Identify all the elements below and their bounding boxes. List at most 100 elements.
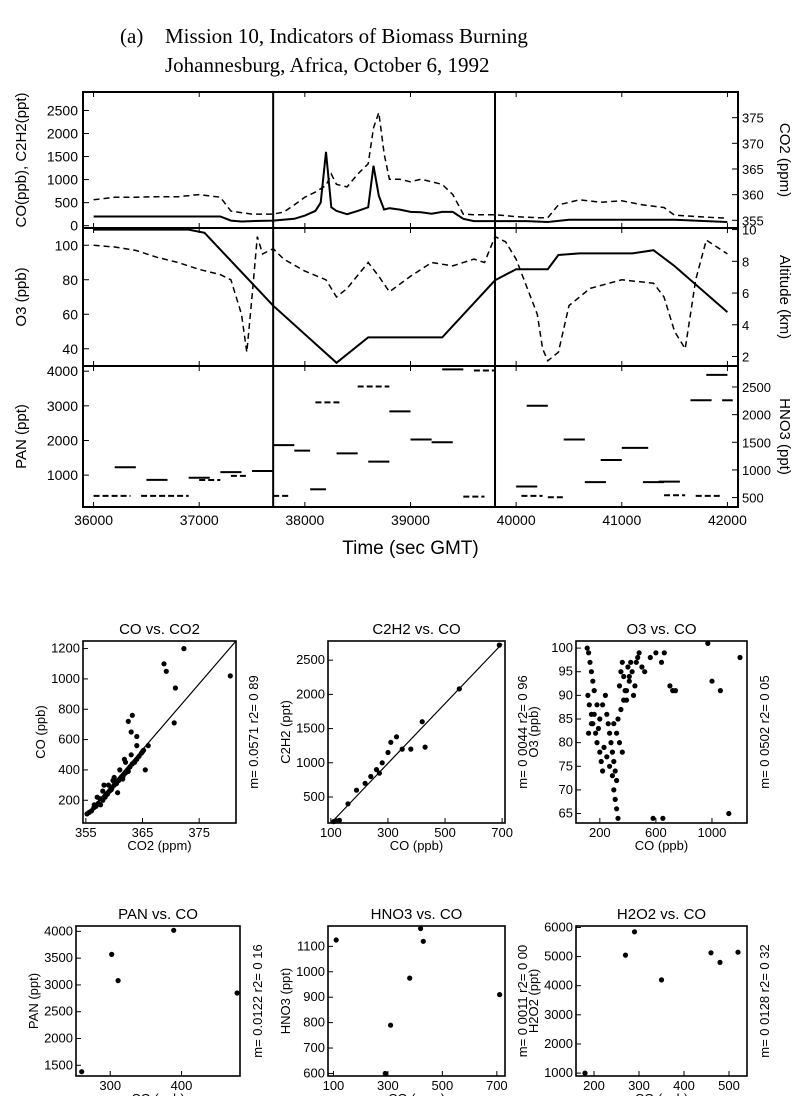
y-axis-label: HNO3 (ppt) — [278, 968, 293, 1034]
y2-tick-label: 2500 — [742, 380, 771, 395]
data-point — [333, 937, 339, 943]
x-tick-label: 38000 — [285, 512, 324, 528]
y2-tick-label: 355 — [742, 213, 764, 228]
x-tick-label: 37000 — [180, 512, 219, 528]
data-point — [109, 951, 115, 958]
x-tick-label: 600 — [645, 825, 667, 840]
y-tick-label: 600 — [303, 1065, 325, 1080]
x-tick-label: 700 — [486, 1078, 508, 1093]
data-point — [362, 780, 368, 786]
y-tick-label: 2000 — [544, 1036, 573, 1051]
data-point — [647, 654, 653, 661]
x-tick-label: 200 — [589, 825, 611, 840]
data-point — [604, 754, 610, 760]
y-tick-label: 1500 — [296, 721, 325, 736]
x-tick-label: 300 — [628, 1078, 650, 1093]
x-tick-label: 375 — [188, 825, 210, 840]
y-tick-label: 1000 — [51, 671, 80, 686]
data-point — [600, 768, 606, 774]
data-point — [650, 815, 656, 821]
data-point — [586, 730, 592, 736]
x-tick-label: 300 — [377, 825, 399, 840]
y2-axis-label: Altitude (km) — [776, 255, 793, 339]
data-point — [621, 697, 627, 703]
x-tick-label: 100 — [323, 1078, 345, 1093]
data-point — [658, 977, 665, 983]
y2-tick-label: 1500 — [742, 435, 771, 450]
y-tick-label: 4000 — [44, 923, 73, 938]
y2-tick-label: 8 — [742, 254, 749, 269]
data-point — [117, 767, 123, 773]
data-point — [134, 733, 140, 740]
data-point — [614, 806, 620, 812]
data-point — [618, 669, 624, 675]
data-point — [388, 739, 394, 745]
y-axis-label: PAN (ppt) — [13, 404, 30, 469]
y-tick-label: 80 — [62, 272, 78, 288]
data-point — [658, 659, 665, 665]
y-tick-label: 1200 — [51, 641, 80, 656]
data-point — [128, 729, 134, 735]
data-point — [639, 664, 645, 670]
y-tick-label: 400 — [58, 762, 80, 777]
x-tick-label: 42000 — [708, 512, 747, 528]
scatter-pan-vs-co: PAN vs. CO 300 400 1500 2000 2500 3000 3500 4000… — [26, 906, 265, 1096]
data-point — [128, 752, 134, 758]
y2-axis-label: HNO3 (ppt) — [776, 398, 793, 475]
data-point — [115, 790, 121, 796]
data-point — [626, 673, 632, 680]
data-point — [103, 793, 109, 799]
x-tick-label: 365 — [132, 825, 154, 840]
data-point — [368, 773, 374, 780]
data-point — [631, 929, 638, 935]
y2-tick-label: 2 — [742, 349, 749, 364]
y-tick-label: 70 — [559, 782, 573, 797]
data-point — [582, 1070, 588, 1076]
data-point — [100, 788, 106, 794]
data-point — [708, 950, 714, 956]
panel-frame — [575, 925, 748, 1077]
data-point — [597, 716, 603, 722]
x-tick-label: 40000 — [497, 512, 536, 528]
data-point — [121, 756, 127, 762]
x-tick-label: 300 — [99, 1078, 121, 1093]
y-axis-label: H2O2 (ppt) — [526, 969, 541, 1033]
x-tick-label: 100 — [320, 825, 342, 840]
fit-label: m= 0.0122 r2= 0 16 — [250, 944, 265, 1057]
data-point — [587, 659, 593, 665]
data-point — [594, 740, 600, 746]
data-point — [234, 990, 240, 996]
data-point — [590, 678, 596, 684]
y-tick-label: 800 — [303, 1015, 325, 1030]
data-point — [612, 768, 618, 774]
data-point — [588, 669, 595, 675]
data-point — [607, 763, 613, 769]
data-point — [142, 767, 148, 773]
x-tick-label: 500 — [434, 825, 456, 840]
y2-tick-label: 1000 — [742, 463, 771, 478]
data-point — [456, 686, 462, 692]
time-panel-middle: 40 60 80 100 2 4 6 8 10 O3 (ppb) Altitude (km) — [13, 223, 793, 367]
data-point — [618, 706, 624, 713]
y-tick-label: 1000 — [296, 755, 325, 770]
data-point — [593, 730, 599, 736]
data-point — [171, 720, 177, 726]
data-point — [163, 668, 169, 674]
x-tick-label: 300 — [377, 1078, 399, 1093]
x-tick-label: 500 — [718, 1078, 740, 1093]
data-point — [661, 650, 667, 656]
data-point — [625, 664, 631, 670]
y-tick-label: 1500 — [44, 1057, 73, 1072]
data-point — [345, 801, 351, 807]
y-tick-label: 2500 — [296, 652, 325, 667]
chart-title: HNO3 vs. CO — [371, 906, 463, 923]
y-tick-label: 65 — [559, 806, 573, 821]
x-axis-label: CO (ppb) — [131, 1091, 184, 1096]
x-tick-label: 700 — [491, 825, 513, 840]
x-tick-label: 41000 — [602, 512, 641, 528]
y-tick-label: 4000 — [544, 978, 573, 993]
data-point — [597, 749, 603, 755]
y2-tick-label: 365 — [742, 162, 764, 177]
data-point — [591, 711, 597, 717]
y-tick-label: 0 — [70, 218, 78, 234]
